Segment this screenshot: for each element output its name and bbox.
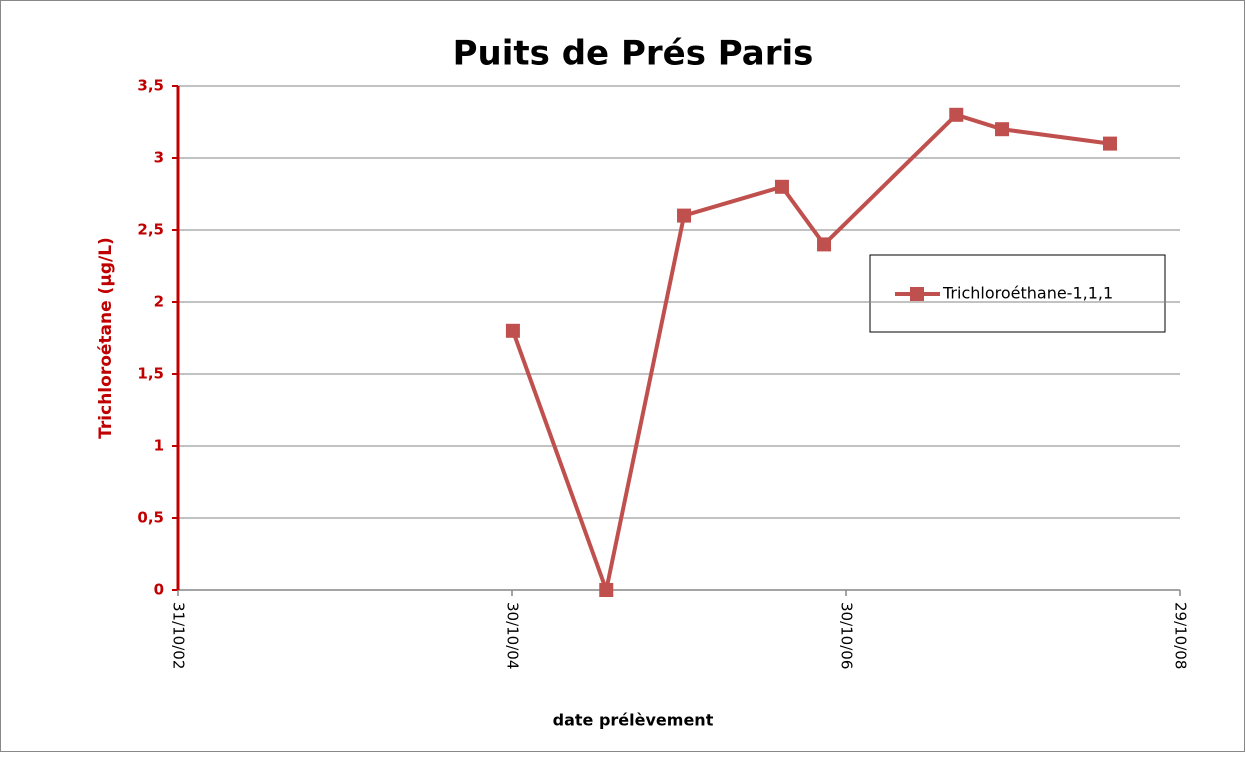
y-tick-label: 2 (154, 293, 164, 311)
data-point (995, 122, 1010, 137)
y-axis-title: Trichloroétane (µg/L) (96, 237, 116, 439)
y-tick-label: 2,5 (137, 221, 164, 239)
x-axis-title: date prélèvement (553, 711, 714, 730)
data-point (774, 179, 789, 194)
y-tick-label: 3,5 (137, 77, 164, 95)
y-tick-label: 1 (154, 437, 164, 455)
data-line (511, 112, 1111, 598)
legend-marker (910, 287, 924, 301)
legend-label: Trichloroéthane-1,1,1 (942, 284, 1113, 303)
x-tick-label: 30/10/06 (838, 602, 856, 669)
y-tick-label: 0,5 (137, 509, 164, 527)
data-point (677, 208, 692, 223)
y-tick-label: 0 (154, 581, 164, 599)
data-point (599, 583, 614, 597)
data-point (817, 237, 832, 252)
x-tick-label: 30/10/04 (504, 602, 522, 669)
y-tick-label: 3 (154, 149, 164, 167)
chart-title: Puits de Prés Paris (453, 34, 814, 74)
data-point (949, 107, 964, 122)
x-tick-label: 31/10/02 (170, 602, 188, 669)
data-point (505, 323, 520, 338)
y-tick-label: 1,5 (137, 365, 164, 383)
x-tick-label: 29/10/08 (1172, 602, 1190, 669)
data-point (1102, 136, 1117, 151)
